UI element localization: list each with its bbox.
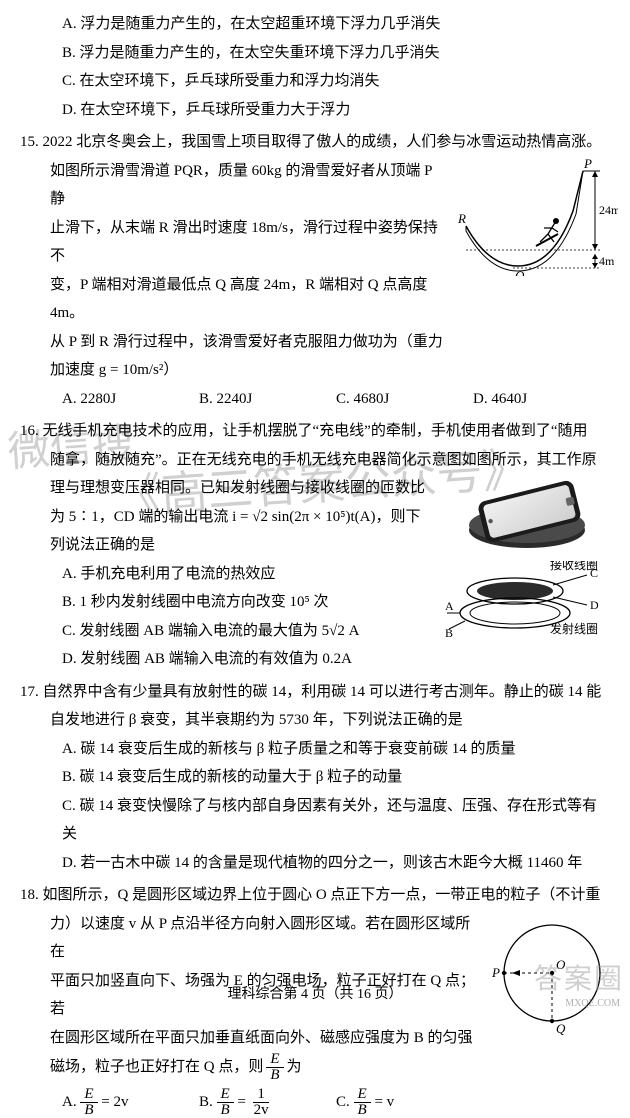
svg-text:Q: Q xyxy=(556,1021,566,1035)
svg-text:P: P xyxy=(491,965,500,980)
q15-line5: 从 P 到 R 滑行过程中，该滑雪爱好者克服阻力做功为（重力 xyxy=(20,328,610,357)
q18-options: A. EB = 2v B. EB = 12v C. EB = v xyxy=(20,1087,610,1118)
q17-option-a: A. 碳 14 衰变后生成的新核与 β 粒子质量之和等于衰变前碳 14 的质量 xyxy=(20,735,610,764)
q16: 16. 无线手机充电技术的应用，让手机摆脱了“充电线”的牵制，手机使用者做到了“… xyxy=(20,417,610,674)
q18-number: 18. xyxy=(20,887,43,903)
svg-text:A: A xyxy=(445,599,454,613)
q14-option-c: C. 在太空环境下，乒乓球所受重力和浮力均消失 xyxy=(20,67,610,96)
q16-option-d: D. 发射线圈 AB 端输入电流的有效值为 0.2A xyxy=(20,645,610,674)
q18-option-a: A. EB = 2v xyxy=(62,1087,199,1118)
svg-text:B: B xyxy=(445,626,453,639)
q14-option-b: B. 浮力是随重力产生的，在太空失重环境下浮力几乎消失 xyxy=(20,39,610,68)
q18-option-c: C. EB = v xyxy=(336,1087,473,1118)
q18-line5: 磁场，粒子也正好打在 Q 点，则 E B 为 xyxy=(20,1052,610,1083)
q16-line2: 随拿，随放随充”。正在无线充电的手机无线充电器简化示意图如图所示，其工作原 xyxy=(20,446,610,475)
q17-option-b: B. 碳 14 衰变后生成的新核的动量大于 β 粒子的动量 xyxy=(20,763,610,792)
q15-number: 15. xyxy=(20,134,43,150)
q16-send-label: 发射线圈 xyxy=(550,621,598,636)
q17-line1: 自然界中含有少量具有放射性的碳 14，利用碳 14 可以进行考古测年。静止的碳 … xyxy=(43,684,602,700)
q18-option-b: B. EB = 12v xyxy=(199,1087,336,1118)
q17-option-d: D. 若一古木中碳 14 的含量是现代植物的四分之一，则该古木距今大概 1146… xyxy=(20,849,610,878)
q15-option-c: C. 4680J xyxy=(336,385,473,414)
page-footer: 理科综合第 4 页（共 16 页） xyxy=(20,982,610,1009)
q16-figure: A B C D 接收线圈 发射线圈 xyxy=(445,475,610,649)
q15-option-b: B. 2240J xyxy=(199,385,336,414)
q15-fig-Q: Q xyxy=(515,268,525,276)
q16-recv-label: 接收线圈 xyxy=(550,561,598,572)
q18-figure: P O Q xyxy=(490,915,610,1035)
svg-text:D: D xyxy=(590,598,599,612)
q15-fig-R: R xyxy=(458,211,466,226)
q15-line6: 加速度 g = 10m/s²） xyxy=(20,356,610,385)
q15-fig-24m: 24m xyxy=(599,203,618,217)
q15-figure: P R Q 24m 4m xyxy=(458,156,618,276)
q17: 17. 自然界中含有少量具有放射性的碳 14，利用碳 14 可以进行考古测年。静… xyxy=(20,678,610,878)
svg-text:O: O xyxy=(556,957,566,972)
q16-number: 16. xyxy=(20,423,43,439)
q14-option-d: D. 在太空环境下，乒乓球所受重力大于浮力 xyxy=(20,96,610,125)
q15-option-d: D. 4640J xyxy=(473,385,610,414)
q14-option-a: A. 浮力是随重力产生的，在太空超重环境下浮力几乎消失 xyxy=(20,10,610,39)
q17-number: 17. xyxy=(20,684,43,700)
q15: 15. 2022 北京冬奥会上，我国雪上项目取得了傲人的成绩，人们参与冰雪运动热… xyxy=(20,128,610,413)
q15-option-a: A. 2280J xyxy=(62,385,199,414)
q15-fig-4m: 4m xyxy=(599,254,615,268)
q18-line1: 如图所示，Q 是圆形区域边界上位于圆心 O 点正下方一点，一带正电的粒子（不计重 xyxy=(43,887,601,903)
q15-line1: 2022 北京冬奥会上，我国雪上项目取得了傲人的成绩，人们参与冰雪运动热情高涨。 xyxy=(43,134,602,150)
q17-option-c: C. 碳 14 衰变快慢除了与核内部自身因素有关外，还与温度、压强、存在形式等有… xyxy=(20,792,610,849)
q15-line4: 变，P 端相对滑道最低点 Q 高度 24m，R 端相对 Q 点高度 4m。 xyxy=(20,271,610,328)
q17-line2: 自发地进行 β 衰变，其半衰期约为 5730 年，下列说法正确的是 xyxy=(20,706,610,735)
q16-line1: 无线手机充电技术的应用，让手机摆脱了“充电线”的牵制，手机使用者做到了“随用 xyxy=(43,423,588,439)
q15-options: A. 2280J B. 2240J C. 4680J D. 4640J xyxy=(20,385,610,414)
q15-fig-P: P xyxy=(583,156,592,171)
